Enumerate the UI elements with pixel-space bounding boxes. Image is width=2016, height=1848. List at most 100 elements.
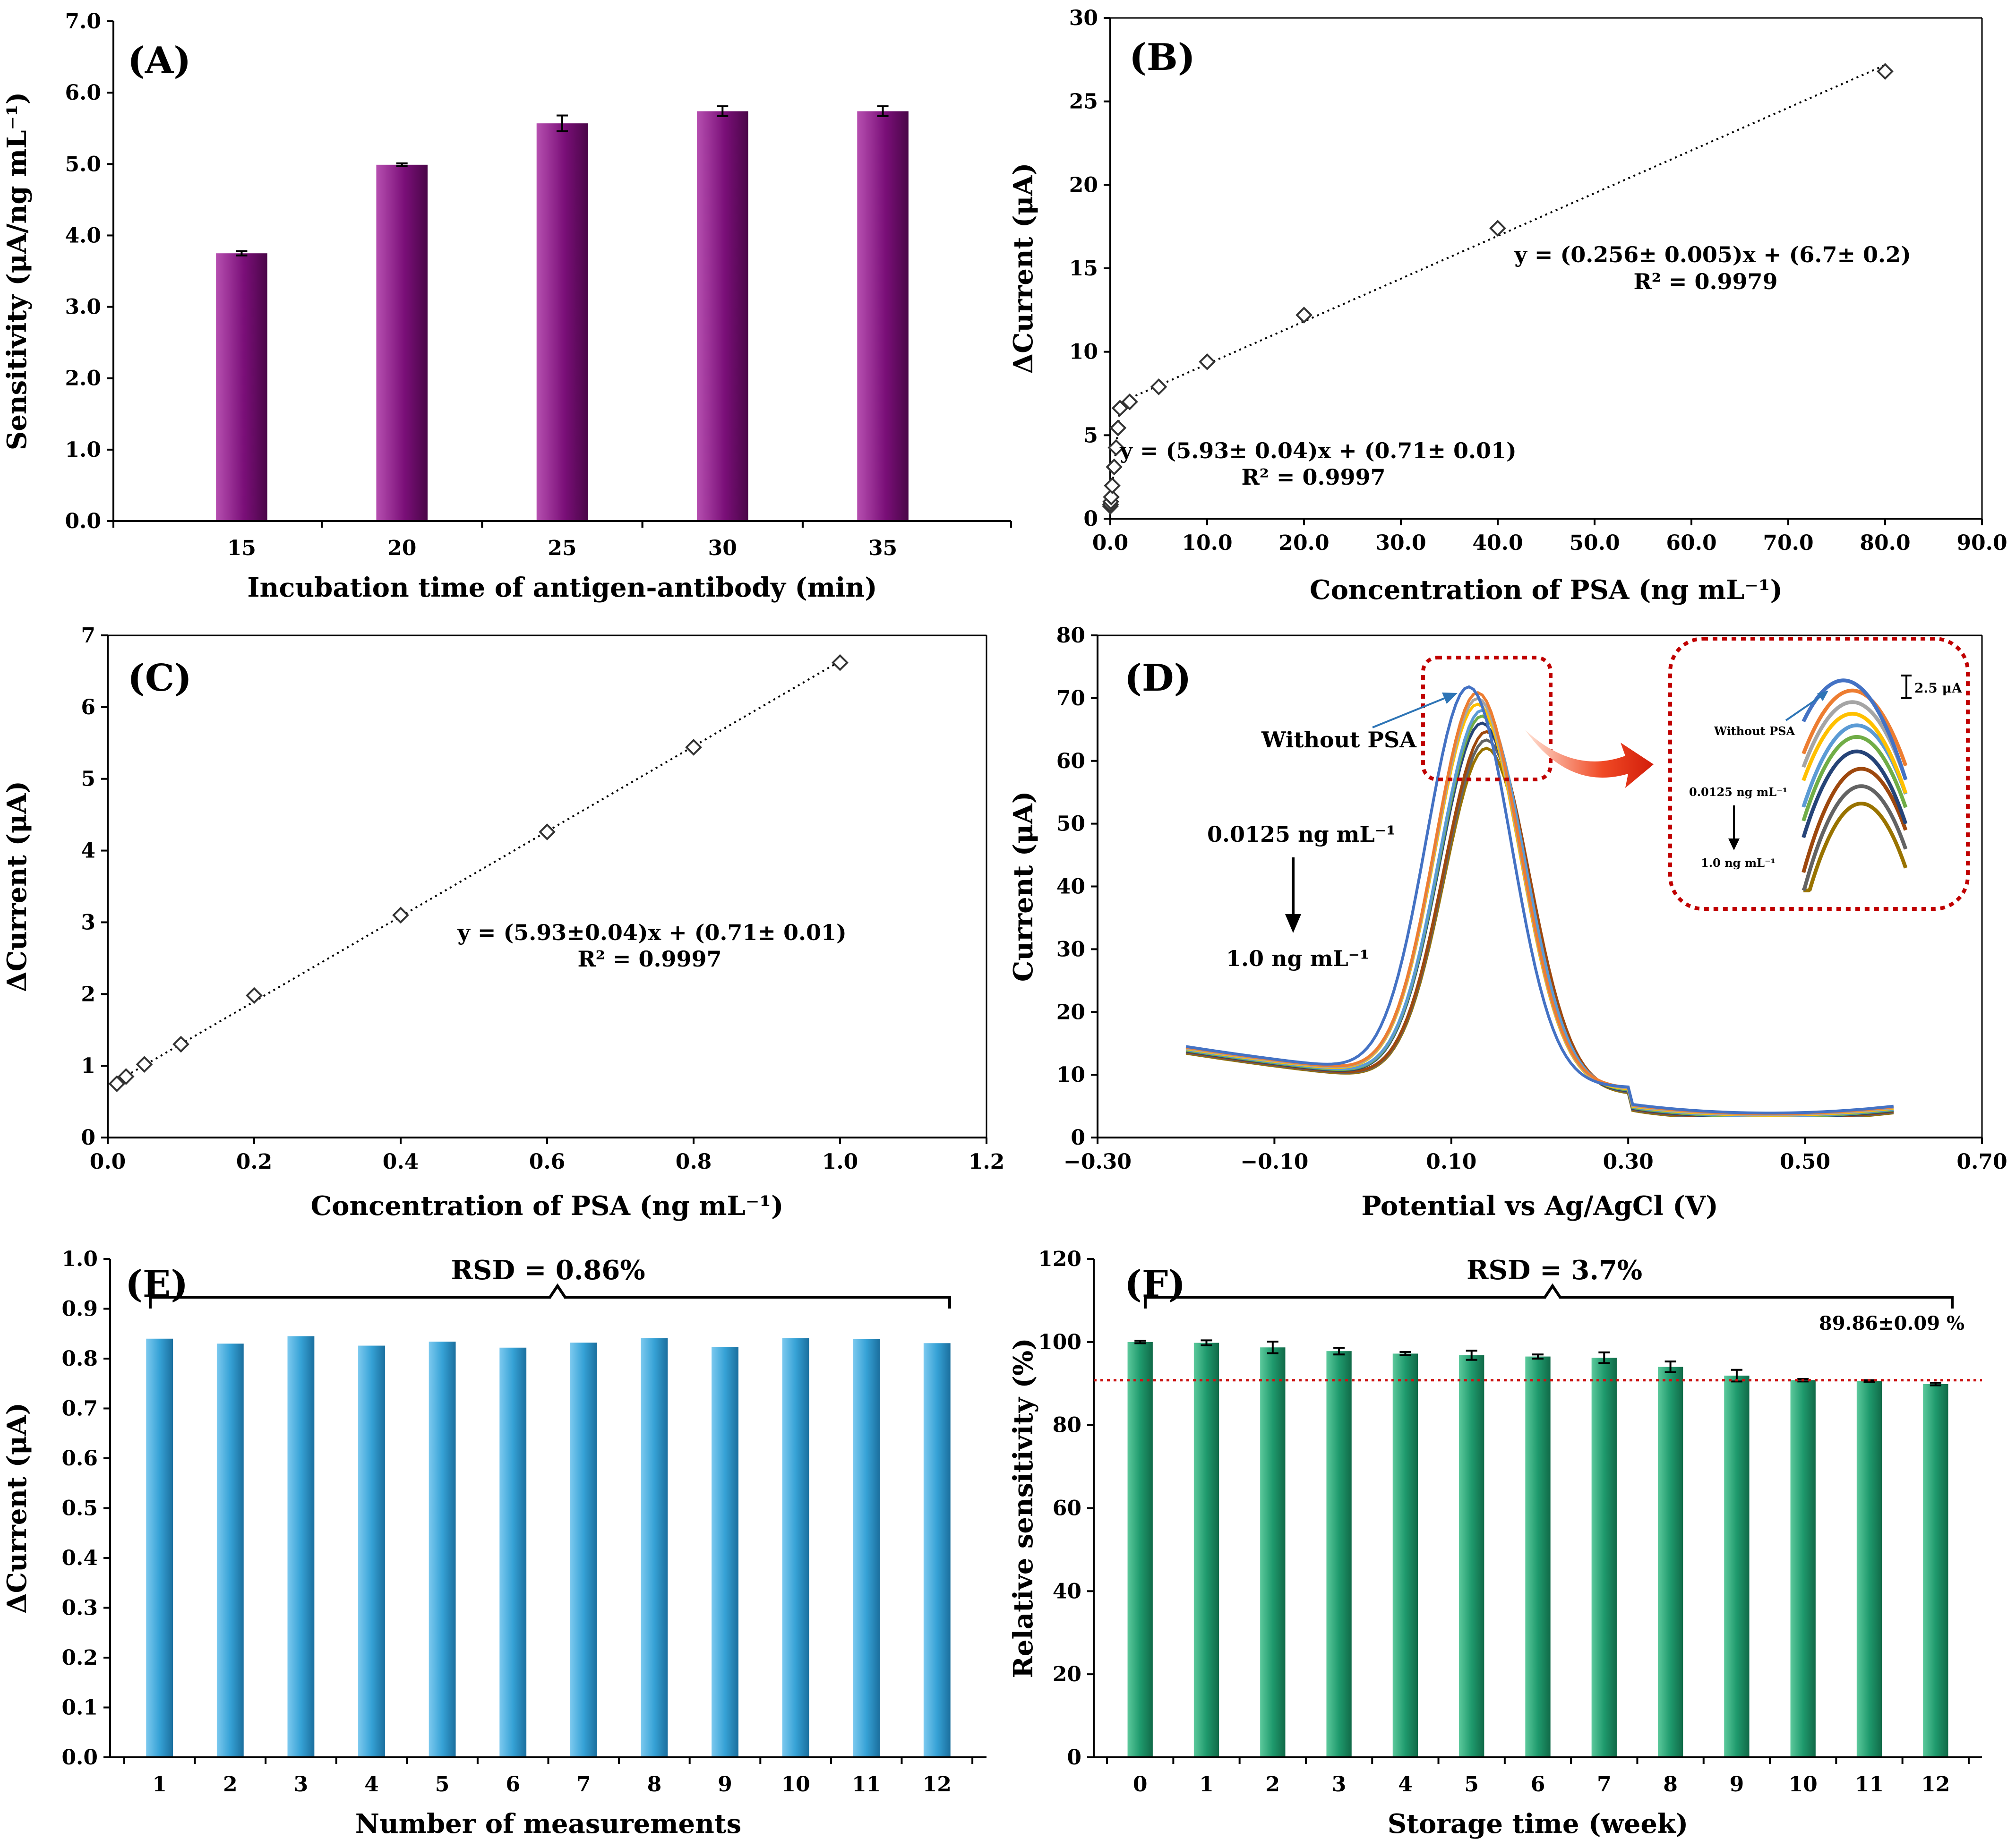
y-tick-label: 0.5 — [61, 1497, 98, 1521]
x-tick-label: 30.0 — [1375, 531, 1426, 555]
x-tick-label: 60.0 — [1666, 531, 1716, 555]
x-tick-label: 9 — [718, 1772, 732, 1797]
data-point — [1106, 458, 1123, 476]
x-tick-label: 20 — [387, 536, 416, 560]
x-tick-label: 30 — [708, 536, 737, 560]
x-tick-label: 25 — [548, 536, 576, 560]
data-point — [108, 1075, 126, 1092]
rsd-label: RSD = 3.7% — [1467, 1255, 1642, 1286]
bar — [1525, 1356, 1551, 1757]
chart-panel-d: 0 10 20 30 40 50 60 70 80 Current (μA) Potential v… — [1008, 624, 2007, 1222]
x-axis-title: Storage time (week) — [1388, 1808, 1689, 1839]
y-tick-label: 30 — [1069, 6, 1098, 30]
x-tick-label: 8 — [647, 1772, 662, 1797]
bar — [712, 1347, 738, 1757]
x-tick-label: 70.0 — [1763, 531, 1813, 555]
x-tick-label: 1.2 — [969, 1150, 1005, 1174]
bar — [1326, 1351, 1352, 1757]
inset-voltammogram-line — [1802, 749, 1908, 838]
bar — [287, 1336, 315, 1757]
y-tick-label: 0.3 — [61, 1596, 98, 1620]
bar — [641, 1338, 668, 1757]
bar — [499, 1347, 527, 1757]
bar — [1856, 1381, 1882, 1757]
x-tick-label: 6 — [506, 1772, 520, 1797]
data-point — [1111, 400, 1129, 417]
y-tick-label: 4.0 — [65, 223, 101, 248]
without-psa-label: Without PSA — [1261, 727, 1417, 753]
inset-voltammogram-line — [1802, 767, 1908, 873]
y-tick-label: 1.0 — [61, 1247, 98, 1271]
chart-panel-c: 0 1 2 3 4 5 6 7 ΔCurrent (μA) Concentration of PS… — [1, 624, 1004, 1222]
bar — [853, 1339, 880, 1757]
panel-label: (E) — [125, 1263, 188, 1306]
x-tick-label: 2 — [1265, 1772, 1280, 1797]
data-point — [1489, 220, 1506, 237]
panel-label: (C) — [128, 657, 192, 700]
bar — [570, 1343, 597, 1757]
data-point — [136, 1056, 153, 1073]
y-tick-label: 7.0 — [65, 9, 101, 34]
bar — [857, 111, 909, 521]
y-tick-label: 5 — [1083, 423, 1098, 447]
y-axis-title: ΔCurrent (μA) — [1, 781, 33, 992]
y-tick-label: 0 — [1083, 507, 1098, 531]
x-tick-label: 0.0 — [1092, 531, 1129, 555]
bar — [536, 123, 588, 521]
x-tick-label: 10 — [1789, 1772, 1818, 1797]
x-tick-label: 35 — [868, 536, 897, 560]
rsd-bracket — [149, 1283, 951, 1309]
y-tick-label: 25 — [1069, 90, 1098, 114]
bar — [1127, 1342, 1153, 1757]
x-axis-title: Number of measurements — [355, 1808, 741, 1839]
y-tick-label: 0.9 — [61, 1297, 98, 1321]
x-tick-label: 11 — [1855, 1772, 1884, 1797]
x-tick-label: 10.0 — [1182, 531, 1232, 555]
y-tick-label: 6.0 — [65, 81, 101, 105]
inset-voltammogram-line — [1802, 700, 1908, 780]
panel-label: (B) — [1129, 36, 1195, 79]
panel-label: (F) — [1124, 1263, 1185, 1306]
zoom-arrow — [1525, 730, 1654, 788]
inset-voltammogram-line — [1802, 711, 1908, 794]
inset-voltammogram-line — [1802, 735, 1908, 821]
rsd-bracket — [1144, 1283, 1954, 1309]
x-tick-label: 0.50 — [1780, 1150, 1830, 1174]
fit-r2-high: R² = 0.9979 — [1634, 269, 1778, 294]
x-axis-title: Concentration of PSA (ng mL⁻¹) — [311, 1190, 784, 1222]
data-point — [1103, 488, 1120, 505]
fit-r2-low: R² = 0.9997 — [1242, 464, 1386, 490]
x-tick-label: 90.0 — [1956, 531, 2007, 555]
y-tick-label: 1 — [81, 1054, 95, 1078]
data-point — [246, 987, 263, 1004]
y-tick-label: 20 — [1053, 1662, 1081, 1686]
rsd-label: RSD = 0.86% — [451, 1255, 645, 1286]
y-tick-label: 50 — [1056, 812, 1085, 836]
bar — [1260, 1347, 1286, 1757]
y-tick-label: 20 — [1069, 173, 1098, 197]
x-tick-label: 0.2 — [236, 1150, 273, 1174]
x-tick-label: −0.30 — [1064, 1150, 1132, 1174]
y-tick-label: 0 — [1067, 1745, 1081, 1770]
x-tick-label: 8 — [1663, 1772, 1678, 1797]
y-tick-label: 2 — [81, 982, 95, 1006]
y-tick-label: 40 — [1056, 875, 1085, 899]
chart-panel-e: 1 2 3 4 5 6 7 8 9 10 11 120.00.10.20.30.40.50.60.70… — [1, 1247, 987, 1839]
y-tick-label: 30 — [1056, 937, 1085, 961]
x-tick-label: −0.10 — [1240, 1150, 1308, 1174]
data-point — [1295, 307, 1313, 324]
x-tick-label: 7 — [1597, 1772, 1612, 1797]
y-tick-label: 0.7 — [61, 1397, 98, 1421]
data-point — [1877, 63, 1894, 80]
y-tick-label: 0.2 — [61, 1646, 98, 1670]
inset-pointer-head — [1817, 691, 1828, 701]
bar — [1591, 1358, 1617, 1757]
y-axis-title: Current (μA) — [1008, 791, 1039, 982]
x-tick-label: 0 — [1133, 1772, 1148, 1797]
bar — [697, 111, 748, 521]
x-tick-label: 3 — [1332, 1772, 1347, 1797]
x-tick-label: 0.4 — [383, 1150, 419, 1174]
x-tick-label: 0.0 — [90, 1150, 126, 1174]
inset-without-label: Without PSA — [1714, 724, 1795, 738]
